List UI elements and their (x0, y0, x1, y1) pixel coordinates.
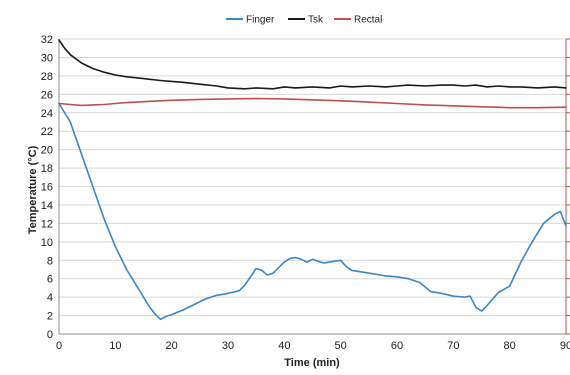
y-tick-label: 6 (47, 274, 53, 286)
legend-label: Rectal (354, 15, 382, 26)
x-tick-label: 80 (504, 340, 516, 352)
tsk-series-line (58, 39, 567, 90)
y-tick-label: 18 (41, 163, 53, 175)
y-tick-label: 12 (41, 218, 53, 230)
legend-label: Finger (246, 15, 275, 26)
x-tick-label: 60 (391, 340, 403, 352)
y-tick-label: 14 (41, 200, 53, 212)
y-axis-title: Temperature (°C) (27, 145, 39, 234)
finger-series-line (58, 102, 567, 321)
x-tick-label: 0 (56, 340, 62, 352)
y-tick-label: 10 (41, 237, 53, 249)
y-tick-label: 16 (41, 182, 53, 194)
x-tick-label: 50 (335, 340, 347, 352)
y-tick-label: 22 (41, 126, 53, 138)
y-tick-label: 28 (41, 71, 53, 83)
x-tick-label: 10 (109, 340, 121, 352)
y-tick-label: 4 (47, 292, 53, 304)
x-tick-label: 30 (222, 340, 234, 352)
x-tick-label: 70 (447, 340, 459, 352)
legend: Finger Tsk Rectal (226, 15, 382, 26)
y-tick-label: 26 (41, 89, 53, 101)
y-tick-label: 2 (47, 311, 53, 323)
series-lines (58, 39, 567, 321)
legend-label: Tsk (308, 15, 324, 26)
y-tick-label: 20 (41, 145, 53, 157)
y-tick-label: 32 (41, 34, 53, 46)
x-tick-label: 90 (560, 340, 570, 352)
y-tick-label: 0 (47, 329, 53, 341)
y-tick-label: 8 (47, 255, 53, 267)
x-axis-title: Time (min) (284, 357, 340, 369)
y-tick-label: 30 (41, 52, 53, 64)
y-tick-label: 24 (41, 108, 53, 120)
gridlines (59, 38, 566, 317)
x-tick-label: 20 (166, 340, 178, 352)
rectal-series-line (58, 97, 567, 109)
x-tick-label: 40 (278, 340, 290, 352)
